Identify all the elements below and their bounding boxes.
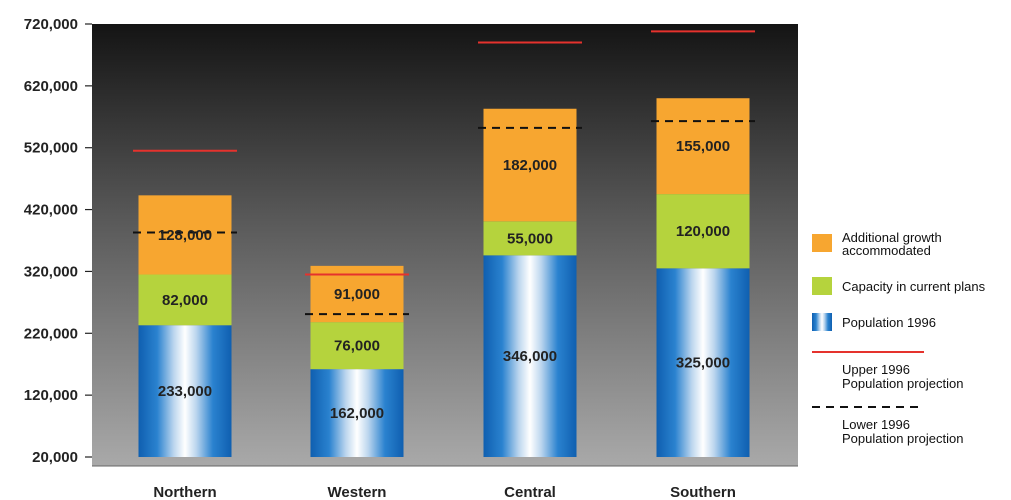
legend-label: Population projection xyxy=(842,376,963,391)
data-label: 128,000 xyxy=(158,227,212,244)
legend-label: Population projection xyxy=(842,431,963,446)
legend-swatch xyxy=(812,313,832,331)
data-labels-layer: 233,000 82,000 128,000 162,000 76,000 91,000 3… xyxy=(158,138,730,422)
bar-segment-additional-growth xyxy=(138,195,232,275)
bar-segment-population-1996 xyxy=(138,325,232,457)
bar-segment-additional-growth xyxy=(656,98,750,195)
data-label: 346,000 xyxy=(503,348,557,365)
legend-swatch xyxy=(812,277,832,295)
bar-segment-capacity-current-plans xyxy=(656,194,750,269)
data-label: 82,000 xyxy=(162,292,208,309)
data-label: 325,000 xyxy=(676,355,730,372)
y-tick-label: 520,000 xyxy=(24,140,78,157)
x-axis: Northern Western Central Southern xyxy=(92,465,798,500)
y-tick-label: 420,000 xyxy=(24,202,78,219)
legend-label: Upper 1996 xyxy=(842,362,910,377)
data-label: 120,000 xyxy=(676,223,730,240)
projection-lines-layer xyxy=(133,30,755,316)
y-axis: 20,000 120,000 220,000 320,000 420,000 520,00… xyxy=(24,16,92,466)
data-label: 233,000 xyxy=(158,383,212,400)
legend-item: Population 1996 xyxy=(812,313,936,331)
y-tick-label: 20,000 xyxy=(32,449,78,466)
legend-label: Additional growth xyxy=(842,230,942,245)
data-label: 155,000 xyxy=(676,138,730,155)
data-label: 162,000 xyxy=(330,405,384,422)
x-category-label: Northern xyxy=(153,484,216,500)
y-tick-label: 620,000 xyxy=(24,78,78,95)
legend-label: Population 1996 xyxy=(842,315,936,330)
legend-item: Capacity in current plans xyxy=(812,277,986,295)
bar-segment-capacity-current-plans xyxy=(310,322,404,370)
y-tick-label: 220,000 xyxy=(24,325,78,342)
legend-label: Lower 1996 xyxy=(842,417,910,432)
bar-segment-population-1996 xyxy=(656,268,750,457)
legend-swatch xyxy=(812,234,832,252)
x-category-label: Southern xyxy=(670,484,736,500)
data-label: 182,000 xyxy=(503,157,557,174)
data-label: 55,000 xyxy=(507,230,553,247)
legend-label: accommodated xyxy=(842,243,931,258)
data-label: 91,000 xyxy=(334,286,380,303)
bars-layer xyxy=(138,98,750,457)
y-tick-label: 720,000 xyxy=(24,16,78,33)
bar-segment-population-1996 xyxy=(483,255,577,457)
y-tick-label: 320,000 xyxy=(24,263,78,280)
bar-segment-population-1996 xyxy=(310,369,404,457)
bar-segment-capacity-current-plans xyxy=(483,221,577,256)
x-category-label: Central xyxy=(504,484,556,500)
x-category-label: Western xyxy=(328,484,387,500)
legend-label: Capacity in current plans xyxy=(842,279,986,294)
y-tick-label: 120,000 xyxy=(24,387,78,404)
bar-segment-capacity-current-plans xyxy=(138,274,232,326)
data-label: 76,000 xyxy=(334,338,380,355)
